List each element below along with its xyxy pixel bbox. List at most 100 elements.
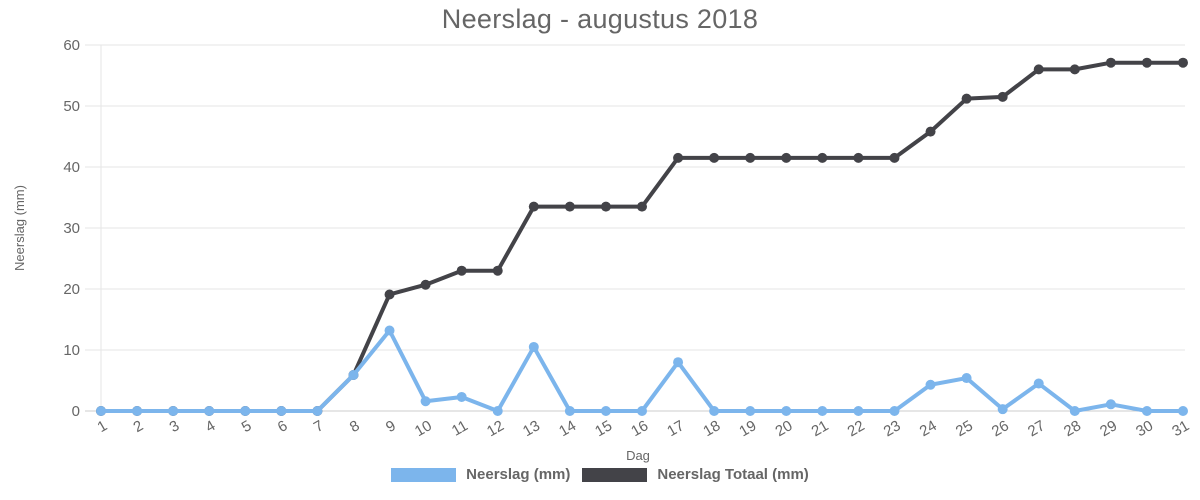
data-point[interactable] xyxy=(492,406,503,416)
data-point[interactable] xyxy=(384,325,395,336)
x-tick-label: 4 xyxy=(203,417,219,436)
legend: Neerslag (mm) Neerslag Totaal (mm) xyxy=(0,466,1200,483)
data-point[interactable] xyxy=(709,406,720,416)
data-point[interactable] xyxy=(637,406,647,416)
data-point[interactable] xyxy=(889,406,900,416)
legend-item-neerslag-totaal[interactable]: Neerslag Totaal (mm) xyxy=(582,466,809,483)
x-tick-label: 26 xyxy=(989,417,1012,440)
y-tick-label: 0 xyxy=(72,403,80,420)
x-tick-label: 31 xyxy=(1169,417,1192,440)
data-point[interactable] xyxy=(1033,378,1044,389)
data-point[interactable] xyxy=(528,341,539,352)
data-point[interactable] xyxy=(204,406,215,416)
data-point[interactable] xyxy=(673,357,684,368)
legend-swatch-neerslag xyxy=(391,467,457,482)
data-point[interactable] xyxy=(312,406,323,416)
data-point[interactable] xyxy=(745,152,756,163)
data-point[interactable] xyxy=(96,406,106,416)
x-tick-label: 25 xyxy=(953,417,976,440)
x-tick-label: 20 xyxy=(773,417,796,440)
gridlines xyxy=(85,44,1185,412)
y-axis: 0 10 20 30 40 50 60 xyxy=(63,37,80,420)
data-point[interactable] xyxy=(456,265,467,276)
x-tick-label: 17 xyxy=(664,417,687,440)
data-point[interactable] xyxy=(528,201,539,212)
x-tick-label: 15 xyxy=(592,417,615,440)
data-point[interactable] xyxy=(961,373,972,384)
data-point[interactable] xyxy=(456,391,467,402)
data-point[interactable] xyxy=(420,279,431,290)
series-neerslag-totaal xyxy=(96,57,1188,416)
x-tick-label: 10 xyxy=(412,417,435,440)
data-point[interactable] xyxy=(600,201,611,212)
x-tick-label: 21 xyxy=(809,417,832,440)
x-tick-label: 19 xyxy=(736,417,759,440)
data-point[interactable] xyxy=(853,406,864,416)
legend-label-neerslag: Neerslag (mm) xyxy=(466,466,571,483)
x-tick-label: 23 xyxy=(881,417,904,440)
x-tick-label: 3 xyxy=(167,417,183,436)
x-tick-label: 27 xyxy=(1025,417,1048,440)
data-point[interactable] xyxy=(781,406,792,416)
data-point[interactable] xyxy=(1105,57,1116,68)
y-tick-label: 30 xyxy=(63,220,80,237)
series-neerslag xyxy=(96,325,1188,416)
data-point[interactable] xyxy=(384,289,395,300)
legend-swatch-neerslag-totaal xyxy=(582,467,648,482)
data-point[interactable] xyxy=(673,152,684,163)
data-point[interactable] xyxy=(853,152,864,163)
x-tick-label: 14 xyxy=(556,417,579,440)
data-point[interactable] xyxy=(889,152,900,163)
data-point[interactable] xyxy=(1069,64,1080,75)
data-point[interactable] xyxy=(1033,64,1044,75)
data-point[interactable] xyxy=(745,406,756,416)
data-point[interactable] xyxy=(1141,57,1152,68)
data-point[interactable] xyxy=(348,370,359,381)
data-point[interactable] xyxy=(276,406,287,416)
x-tick-label: 7 xyxy=(311,417,327,436)
data-point[interactable] xyxy=(1069,406,1080,416)
series-line xyxy=(99,60,1185,413)
data-point[interactable] xyxy=(564,201,575,212)
data-point[interactable] xyxy=(420,396,431,407)
data-point[interactable] xyxy=(997,404,1008,415)
data-point[interactable] xyxy=(817,406,828,416)
y-tick-label: 40 xyxy=(63,159,80,176)
data-point[interactable] xyxy=(781,152,792,163)
x-axis-label: Dag xyxy=(626,448,650,463)
data-point[interactable] xyxy=(709,152,720,163)
data-point[interactable] xyxy=(997,91,1008,102)
y-tick-label: 60 xyxy=(63,37,80,54)
data-point[interactable] xyxy=(600,406,611,416)
data-point[interactable] xyxy=(925,379,936,390)
x-tick-label: 16 xyxy=(628,417,651,440)
x-tick-label: 6 xyxy=(275,417,291,436)
data-point[interactable] xyxy=(240,406,251,416)
x-tick-label: 28 xyxy=(1061,417,1084,440)
legend-item-neerslag[interactable]: Neerslag (mm) xyxy=(391,466,570,483)
x-tick-label: 1 xyxy=(94,417,110,436)
x-tick-label: 30 xyxy=(1133,417,1156,440)
data-point[interactable] xyxy=(925,126,936,137)
x-tick-label: 11 xyxy=(449,417,471,440)
x-tick-label: 18 xyxy=(700,417,723,440)
data-point[interactable] xyxy=(961,93,972,104)
x-tick-label: 8 xyxy=(347,417,363,436)
data-point[interactable] xyxy=(132,406,143,416)
y-tick-label: 20 xyxy=(63,281,80,298)
data-point[interactable] xyxy=(168,406,179,416)
x-tick-label: 24 xyxy=(917,417,940,440)
data-point[interactable] xyxy=(1178,57,1188,68)
data-point[interactable] xyxy=(1105,399,1116,410)
x-tick-label: 2 xyxy=(131,417,147,436)
data-point[interactable] xyxy=(1178,406,1188,416)
x-tick-label: 29 xyxy=(1097,417,1120,440)
data-point[interactable] xyxy=(1141,406,1152,416)
data-point[interactable] xyxy=(492,265,503,276)
data-point[interactable] xyxy=(564,406,575,416)
x-tick-label: 22 xyxy=(845,417,868,440)
data-point[interactable] xyxy=(637,201,647,212)
data-point[interactable] xyxy=(817,152,828,163)
chart-title: Neerslag - augustus 2018 xyxy=(441,4,759,34)
